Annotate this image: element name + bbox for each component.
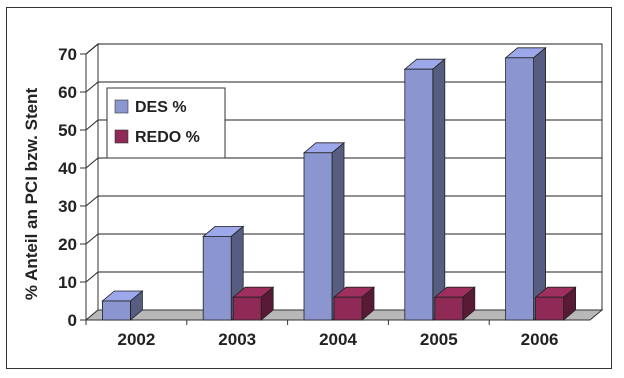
y-tick-label: 60: [58, 83, 77, 102]
bar-side-face: [432, 58, 446, 321]
bar-front-face: [404, 68, 434, 321]
y-tick-label: 30: [58, 197, 77, 216]
gridline-side: [85, 233, 99, 245]
bar-front-face: [434, 296, 464, 321]
bar-redo-2005: [433, 286, 476, 321]
y-tick-label: 10: [58, 273, 77, 292]
legend-swatch-des: [114, 99, 129, 114]
y-axis-ticks: 0 10 20 30 40 50 60 70: [58, 45, 86, 330]
y-tick-label: 0: [68, 311, 77, 330]
bar-chart: 0 10 20 30 40 50 60 70 2002 2003 2004 2005 2006 % A…: [22, 42, 604, 349]
legend-swatch-redo: [114, 129, 129, 144]
legend-label-des: DES %: [135, 99, 187, 116]
bars: [101, 46, 577, 321]
x-tick-label: 2003: [218, 330, 256, 349]
gridline-side: [85, 119, 99, 131]
side-wall: [85, 42, 99, 322]
bar-des-2002: [101, 290, 144, 321]
bar-front-face: [535, 296, 564, 321]
legend-label-redo: REDO %: [135, 129, 200, 146]
bar-side-face: [533, 46, 546, 321]
bar-front-face: [333, 296, 363, 321]
y-axis-label: % Anteil an PCI bzw. Stent: [22, 88, 41, 301]
x-tick-label: 2006: [521, 330, 559, 349]
bar-front-face: [232, 296, 262, 321]
y-tick-label: 50: [58, 121, 77, 140]
chart-frame: 0 10 20 30 40 50 60 70 2002 2003 2004 2005 2006 % A…: [6, 7, 612, 369]
bar-redo-2003: [232, 286, 275, 321]
bar-front-face: [202, 235, 232, 321]
bar-des-2006: [504, 46, 547, 321]
bar-front-face: [102, 300, 131, 321]
bar-des-2005: [403, 58, 446, 321]
x-tick-label: 2005: [420, 330, 458, 349]
bar-front-face: [505, 57, 535, 321]
y-tick-label: 70: [58, 45, 77, 64]
x-tick-label: 2002: [117, 330, 155, 349]
bar-redo-2004: [332, 286, 376, 321]
gridline-side: [85, 195, 99, 207]
bar-front-face: [303, 152, 333, 321]
legend-box: [106, 87, 226, 159]
x-axis-ticks: 2002 2003 2004 2005 2006: [85, 320, 559, 349]
gridline-side: [85, 271, 99, 283]
gridline-side: [85, 157, 99, 169]
x-tick-label: 2004: [319, 330, 357, 349]
y-tick-label: 20: [58, 235, 77, 254]
legend: DES % REDO %: [106, 87, 226, 159]
bar-redo-2006: [534, 286, 577, 321]
bar-des-2004: [302, 141, 346, 321]
y-tick-label: 40: [58, 159, 77, 178]
gridline-side: [85, 81, 99, 93]
gridline-side: [85, 43, 99, 55]
